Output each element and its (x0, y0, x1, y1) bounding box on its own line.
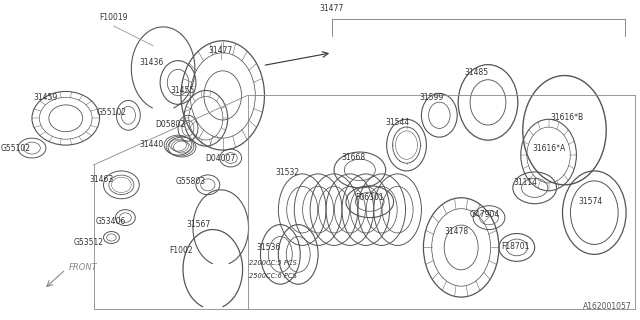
Text: G55803: G55803 (176, 177, 206, 186)
Text: 31463: 31463 (90, 175, 114, 184)
Text: D04007: D04007 (205, 154, 236, 163)
Text: D05802: D05802 (155, 120, 185, 129)
Text: 31574: 31574 (578, 197, 602, 206)
Text: 31668: 31668 (342, 153, 366, 162)
Text: 31616*B: 31616*B (550, 113, 583, 122)
Text: 31544: 31544 (385, 118, 410, 127)
Text: 31616*A: 31616*A (532, 144, 565, 153)
Text: A162001057: A162001057 (583, 302, 632, 311)
Text: FRONT: FRONT (68, 263, 97, 272)
Text: G53512: G53512 (74, 238, 104, 247)
Text: 31114: 31114 (514, 178, 538, 187)
Text: 31455: 31455 (171, 86, 195, 95)
Text: 31567: 31567 (187, 220, 211, 229)
Text: 31440: 31440 (139, 140, 163, 148)
Text: F10019: F10019 (99, 13, 128, 22)
Text: 31459: 31459 (34, 93, 58, 102)
Text: 31436: 31436 (139, 58, 163, 67)
Text: 31532: 31532 (275, 168, 300, 177)
Text: F06301: F06301 (355, 193, 384, 202)
Text: F18701: F18701 (502, 242, 530, 251)
Text: 2500CC:6 PCS: 2500CC:6 PCS (250, 273, 298, 279)
Text: 2200CC:5 PCS: 2200CC:5 PCS (250, 260, 298, 266)
Text: G55102: G55102 (97, 108, 127, 117)
Text: 31477: 31477 (320, 4, 344, 13)
Text: G47904: G47904 (470, 210, 500, 219)
Text: 31478: 31478 (444, 227, 468, 236)
Text: G55102: G55102 (1, 144, 31, 153)
Text: 31599: 31599 (419, 93, 444, 102)
Text: 31485: 31485 (464, 68, 488, 77)
Text: G53406: G53406 (95, 217, 125, 226)
Text: F1002: F1002 (169, 246, 193, 255)
Text: 31477: 31477 (209, 46, 233, 55)
Text: 31536: 31536 (256, 243, 280, 252)
